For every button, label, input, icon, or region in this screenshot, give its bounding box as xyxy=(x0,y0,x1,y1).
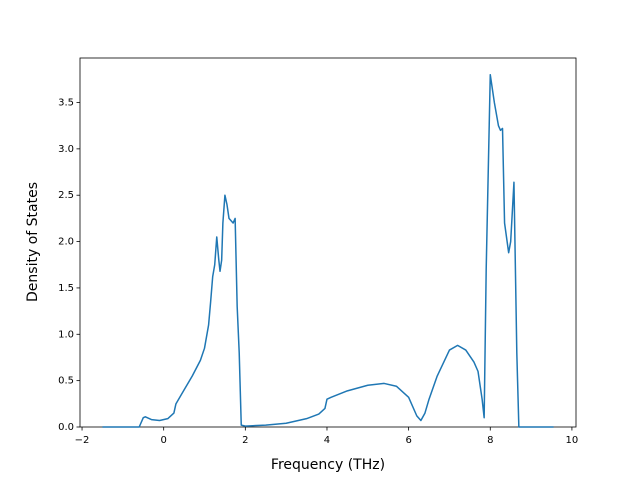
data-line xyxy=(102,73,554,428)
y-tick-label: 0.5 xyxy=(58,376,74,387)
y-tick-label: 0.0 xyxy=(58,422,74,433)
x-tick-label: 0 xyxy=(160,435,166,446)
x-tick-label: 2 xyxy=(242,435,248,446)
x-tick-label: −2 xyxy=(75,435,90,446)
y-axis-label: Density of States xyxy=(25,182,41,302)
y-tick-label: 3.0 xyxy=(58,144,74,155)
x-tick-label: 8 xyxy=(487,435,493,446)
axes-frame xyxy=(79,57,577,428)
x-tick-label: 4 xyxy=(324,435,330,446)
y-tick-label: 3.5 xyxy=(58,98,74,109)
x-axis-label: Frequency (THz) xyxy=(271,457,385,473)
y-tick-label: 2.5 xyxy=(58,190,74,201)
y-tick-label: 1.5 xyxy=(58,283,74,294)
y-tick-label: 1.0 xyxy=(58,329,74,340)
y-tick-label: 2.0 xyxy=(58,237,74,248)
x-tick-label: 6 xyxy=(405,435,411,446)
x-tick-label: 10 xyxy=(566,435,579,446)
